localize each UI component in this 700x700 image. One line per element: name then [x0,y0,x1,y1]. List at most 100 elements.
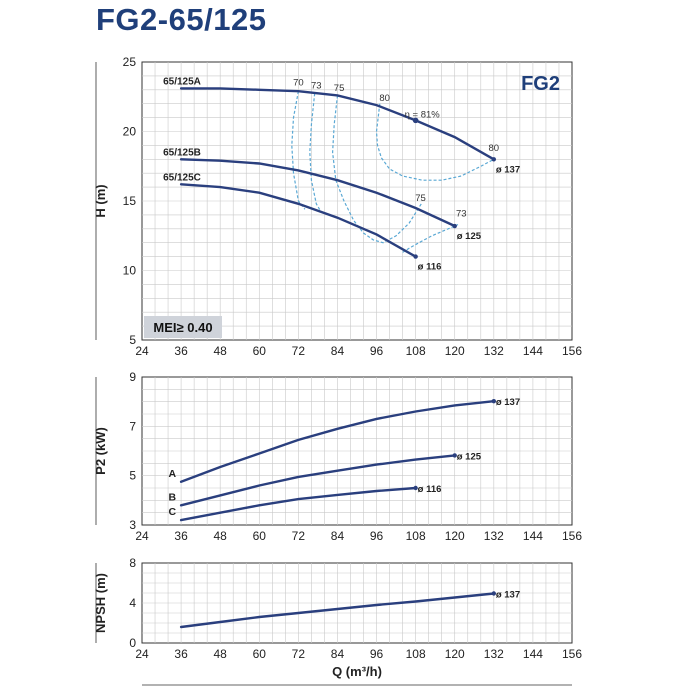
model-badge: FG2 [521,73,560,95]
power-series-line [179,400,495,483]
x-tick-label: 84 [331,529,345,543]
efficiency-curve-73 [309,93,322,213]
power-series-end-point [452,453,457,458]
head-series-line [179,183,417,258]
x-tick-label: 108 [406,529,426,543]
x-tick-label: 144 [523,529,543,543]
x-tick-label: 132 [484,647,504,661]
x-tick-label: 36 [174,344,188,358]
head-y-axis-label: H (m) [93,184,108,217]
x-tick-label: 72 [292,529,306,543]
x-tick-label: 156 [562,529,582,543]
page-title: FG2-65/125 [96,2,267,37]
x-tick-label: 72 [292,344,306,358]
mei-note: MEI≥ 0.40 [153,320,212,335]
x-tick-label: 84 [331,344,345,358]
power-series-diameter-label: ø 137 [496,397,520,408]
power-series-line [179,454,456,507]
x-tick-label: 120 [445,647,465,661]
x-tick-label: 84 [331,647,345,661]
head-series-end-point [452,223,457,229]
head-series-diameter-label: ø 116 [418,262,442,273]
x-tick-label: 24 [135,647,149,661]
x-tick-label: 60 [253,344,267,358]
y-tick-label: 9 [129,370,136,384]
efficiency-label: η = 81% [405,110,441,121]
power-series-name: B [168,491,176,503]
power-chart: 24 36 48 60 72 84 96 108 120 132 144 156 3 5 7 9 P2 (kW)… [93,370,582,543]
head-series-diameter-label: ø 125 [457,231,482,242]
x-tick-label: 60 [253,647,267,661]
y-tick-label: 3 [129,518,136,532]
x-tick-label: 144 [523,647,543,661]
x-tick-label: 108 [406,344,426,358]
npsh-series-diameter-label: ø 137 [496,590,520,601]
head-grid [142,62,572,340]
y-tick-label: 4 [129,596,136,610]
head-series-end-point [491,157,497,162]
x-tick-label: 132 [484,344,504,358]
npsh-grid [142,563,572,643]
power-series-end-point [413,485,418,491]
x-tick-label: 120 [445,344,465,358]
x-tick-label: 156 [562,647,582,661]
x-tick-label: 48 [214,529,228,543]
head-series-diameter-label: ø 137 [496,164,520,175]
head-series-name: 65/125B [163,147,201,158]
efficiency-label: 73 [456,208,467,219]
head-chart: 24 36 48 60 72 84 96 108 120 132 144 156 5 10 15 20 25 H … [93,55,582,358]
x-axis-label: Q (m³/h) [332,664,382,679]
y-tick-label: 0 [129,636,136,650]
efficiency-label: 70 [293,78,304,89]
mei-note-box [144,316,222,338]
x-tick-label: 60 [253,529,267,543]
head-series-line [179,87,495,161]
x-tick-label: 72 [292,647,306,661]
power-series-diameter-label: ø 125 [457,451,482,462]
efficiency-label: 75 [334,83,345,94]
x-tick-label: 156 [562,344,582,358]
x-tick-label: 96 [370,344,384,358]
power-series-name: C [168,506,176,518]
x-tick-label: 96 [370,529,384,543]
head-series-name: 65/125C [163,172,201,183]
x-tick-label: 120 [445,529,465,543]
head-series-name: 65/125A [163,76,201,87]
x-tick-label: 24 [135,529,149,543]
x-tick-label: 36 [174,529,188,543]
head-series-end-point [413,254,418,259]
y-tick-label: 25 [123,55,137,69]
npsh-series-end-point [491,591,497,596]
npsh-y-axis-label: NPSH (m) [93,573,108,633]
y-tick-label: 20 [123,125,137,139]
y-tick-label: 7 [129,419,136,433]
y-tick-label: 15 [123,194,137,208]
efficiency-label: 75 [415,193,426,204]
power-series-diameter-label: ø 116 [418,484,442,495]
efficiency-label: 80 [379,93,390,104]
efficiency-curve-80 [375,103,495,181]
x-tick-label: 132 [484,529,504,543]
y-tick-label: 8 [129,556,136,570]
y-tick-label: 5 [129,469,136,483]
power-series-line [179,486,417,522]
npsh-series-line [179,592,495,629]
y-tick-label: 10 [123,264,137,278]
efficiency-curve-70 [291,91,306,210]
power-grid [142,377,572,525]
head-series-line [179,158,456,228]
efficiency-label: 80 [489,143,500,154]
power-series-end-point [491,398,497,404]
x-tick-label: 108 [406,647,426,661]
x-tick-label: 144 [523,344,543,358]
power-y-axis-label: P2 (kW) [93,427,108,475]
efficiency-curve-73 [402,224,459,253]
power-series-name: A [168,468,176,480]
best-efficiency-point [412,117,419,124]
x-tick-label: 24 [135,344,149,358]
x-tick-label: 36 [174,647,188,661]
y-tick-label: 5 [129,333,136,347]
x-tick-label: 96 [370,647,384,661]
